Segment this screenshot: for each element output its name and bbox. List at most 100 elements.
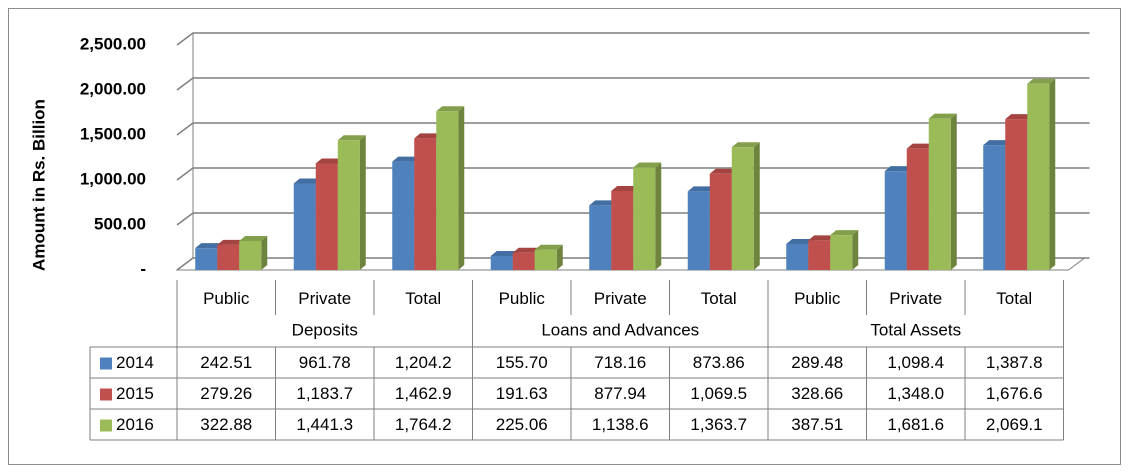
- bar: [786, 243, 809, 270]
- bar-top: [830, 230, 859, 236]
- bar: [239, 240, 262, 270]
- x-tick-label: Public: [499, 289, 546, 308]
- bar: [884, 171, 907, 270]
- bar-top: [589, 200, 618, 206]
- bar-top: [611, 185, 640, 191]
- bar-top: [884, 166, 913, 172]
- bar: [414, 138, 437, 270]
- table-cell: 1,681.6: [887, 415, 944, 434]
- bar: [687, 191, 710, 270]
- bar: [1005, 119, 1028, 270]
- x-tick-label: Private: [889, 289, 942, 308]
- x-tick-label: Total: [701, 289, 737, 308]
- bar-top: [731, 142, 760, 148]
- bar: [983, 145, 1006, 270]
- x-tick-label: Private: [298, 289, 351, 308]
- table-cell: 387.51: [791, 415, 843, 434]
- table-cell: 1,098.4: [887, 353, 944, 372]
- table-cell: 718.16: [594, 353, 646, 372]
- bar-top: [709, 168, 738, 174]
- y-tick-label: 2,000.00: [80, 79, 146, 98]
- bar-top: [490, 250, 519, 256]
- bar: [337, 140, 360, 270]
- table-cell: 961.78: [299, 353, 351, 372]
- bar: [512, 252, 535, 270]
- bar-top: [436, 106, 465, 112]
- bar-top: [808, 235, 837, 241]
- bar-side: [556, 244, 563, 270]
- x-tick-label: Public: [203, 289, 250, 308]
- bar: [731, 147, 754, 270]
- bar-side: [1049, 78, 1056, 270]
- x-tick-label: Total: [405, 289, 441, 308]
- bar-top: [633, 162, 662, 168]
- bar-side: [852, 230, 859, 270]
- bar-top: [534, 244, 563, 250]
- y-tick-label: 1,500.00: [80, 124, 146, 143]
- table-cell: 289.48: [791, 353, 843, 372]
- table-cell: 1,462.9: [395, 384, 452, 403]
- table-cell: 322.88: [200, 415, 252, 434]
- bar-top: [239, 235, 268, 241]
- bar-top: [217, 239, 246, 245]
- legend-swatch: [100, 357, 112, 370]
- bar: [906, 148, 929, 270]
- bar-top: [195, 243, 224, 249]
- bar: [392, 161, 415, 270]
- bar-top: [786, 238, 815, 244]
- bar: [436, 111, 459, 270]
- y-tick-label: -: [140, 259, 146, 278]
- bar: [217, 244, 240, 270]
- bar-top: [392, 156, 421, 162]
- bar: [315, 163, 338, 270]
- bar-side: [950, 113, 957, 270]
- legend-swatch: [100, 419, 112, 432]
- table-cell: 1,204.2: [395, 353, 452, 372]
- group-label: Deposits: [292, 320, 358, 339]
- bar-top: [337, 135, 366, 141]
- table-cell: 1,138.6: [592, 415, 649, 434]
- bar-top: [983, 140, 1012, 146]
- y-axis-label: Amount in Rs. Billion: [29, 99, 48, 271]
- table-cell: 1,764.2: [395, 415, 452, 434]
- legend-label: 2014: [116, 353, 154, 372]
- bar-top: [1027, 78, 1056, 84]
- legend-label: 2015: [116, 384, 154, 403]
- x-tick-label: Total: [996, 289, 1032, 308]
- table-cell: 155.70: [496, 353, 548, 372]
- bar-side: [655, 162, 662, 270]
- table-cell: 242.51: [200, 353, 252, 372]
- x-tick-label: Private: [594, 289, 647, 308]
- table-cell: 279.26: [200, 384, 252, 403]
- table-cell: 328.66: [791, 384, 843, 403]
- bar-side: [458, 106, 465, 270]
- bar: [633, 167, 656, 270]
- bar: [589, 205, 612, 270]
- table-cell: 1,387.8: [986, 353, 1043, 372]
- table-cell: 191.63: [496, 384, 548, 403]
- bar: [293, 183, 316, 270]
- y-tick-label: 500.00: [94, 214, 146, 233]
- table-cell: 1,069.5: [690, 384, 747, 403]
- bar: [808, 240, 831, 270]
- bar-top: [906, 143, 935, 149]
- bar-top: [928, 113, 957, 119]
- table-cell: 873.86: [693, 353, 745, 372]
- group-label: Loans and Advances: [541, 320, 699, 339]
- bar-top: [1005, 114, 1034, 120]
- bar-top: [315, 158, 344, 164]
- bar: [928, 118, 951, 270]
- table-cell: 2,069.1: [986, 415, 1043, 434]
- group-label: Total Assets: [870, 320, 961, 339]
- bar: [195, 248, 218, 270]
- table-cell: 1,183.7: [296, 384, 353, 403]
- legend-label: 2016: [116, 415, 154, 434]
- bar-side: [261, 235, 268, 270]
- bar-side: [359, 135, 366, 270]
- bar: [830, 235, 853, 270]
- bar-top: [414, 133, 443, 139]
- bar: [534, 249, 557, 270]
- y-tick-label: 1,000.00: [80, 169, 146, 188]
- bar-top: [512, 247, 541, 253]
